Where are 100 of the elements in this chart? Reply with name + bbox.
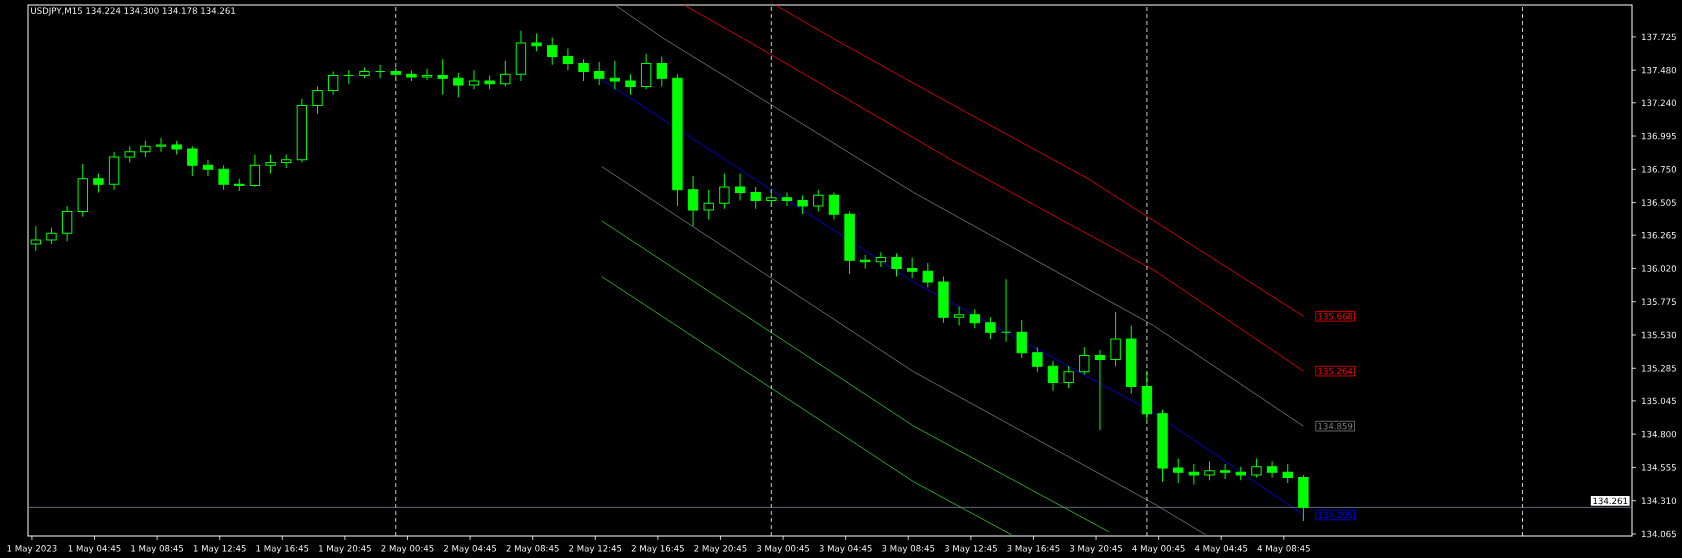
candlestick	[750, 186, 761, 210]
candlestick	[719, 172, 730, 210]
candlestick	[453, 72, 464, 98]
candlestick	[1047, 360, 1059, 392]
x-tick-label: 2 May 04:45	[443, 545, 497, 554]
y-tick-label: 134.065	[1642, 530, 1676, 538]
x-tick-label: 2 May 16:45	[631, 545, 684, 554]
chart-title: USDJPY,M15 134.224 134.300 134.178 134.261	[31, 7, 236, 16]
y-tick-label: 134.800	[1642, 430, 1677, 438]
y-tick-label: 134.310	[1642, 497, 1677, 504]
candlestick	[625, 73, 636, 96]
candlestick	[1266, 460, 1278, 479]
x-tick-label: 3 May 08:45	[882, 545, 935, 554]
candlestick	[656, 56, 667, 87]
x-tick-label: 3 May 16:45	[1007, 545, 1060, 554]
candlestick	[187, 145, 198, 177]
line-series	[683, 4, 1304, 372]
x-tick-label: 3 May 12:45	[944, 545, 997, 554]
candlestick	[1016, 319, 1027, 359]
data-label: 135.264	[1318, 367, 1353, 375]
line-series	[774, 4, 1304, 317]
candlestick	[953, 305, 965, 326]
candlestick	[687, 175, 699, 227]
y-tick-label: 135.775	[1642, 298, 1676, 305]
x-tick-label: 3 May 20:45	[1069, 545, 1123, 554]
x-tick-label: 2 May 12:45	[569, 545, 622, 554]
candlestick	[343, 69, 354, 85]
candlestick	[1079, 346, 1090, 375]
x-tick-label: 1 May 16:45	[256, 545, 309, 554]
x-tick-label: 2 May 20:45	[694, 545, 747, 554]
candlestick	[969, 308, 980, 329]
x-tick-label: 2 May 00:45	[381, 545, 434, 554]
candlestick	[312, 85, 323, 115]
candlestick	[421, 68, 433, 81]
y-tick-label: 136.265	[1642, 231, 1676, 239]
y-tick-label: 136.505	[1642, 199, 1676, 206]
x-tick-label: 1 May 2023	[7, 545, 57, 554]
candlestick	[1094, 349, 1106, 431]
candlestick	[1110, 311, 1121, 367]
candlestick	[218, 164, 229, 191]
candlestick	[703, 189, 714, 221]
candlestick	[1204, 460, 1215, 481]
candlestick	[202, 159, 214, 177]
candlestick	[265, 153, 276, 174]
candlestick	[1282, 463, 1293, 484]
candlestick	[155, 137, 167, 153]
candlestick	[875, 251, 887, 268]
y-tick-label: 137.725	[1642, 33, 1676, 41]
candlestick	[93, 172, 104, 193]
x-tick-label: 1 May 12:45	[193, 545, 246, 554]
x-tick-label: 2 May 08:45	[506, 545, 559, 554]
candlestick	[500, 60, 511, 87]
y-tick-label: 135.045	[1642, 397, 1676, 405]
candlestick	[734, 172, 746, 202]
y-tick-label: 137.480	[1642, 66, 1677, 74]
candlestick	[249, 153, 261, 188]
y-tick-label: 136.750	[1642, 166, 1677, 173]
candlestick	[1188, 463, 1200, 485]
y-tick-label: 135.285	[1642, 365, 1676, 372]
candlestick	[813, 189, 824, 212]
data-label: 134.859	[1318, 422, 1353, 430]
candlestick	[327, 71, 339, 96]
x-tick-label: 4 May 00:45	[1132, 545, 1185, 554]
y-tick-label: 136.995	[1642, 132, 1676, 140]
candlestick	[578, 58, 589, 82]
candlestick	[30, 225, 42, 252]
candlestick	[61, 205, 73, 242]
candlestick	[640, 53, 652, 90]
data-label: 134.205	[1318, 511, 1353, 519]
x-tick-label: 4 May 04:45	[1194, 545, 1248, 554]
x-tick-label: 3 May 04:45	[819, 545, 872, 554]
candlestick	[1000, 278, 1012, 343]
x-tick-label: 4 May 08:45	[1257, 545, 1310, 554]
candlestick	[985, 316, 996, 340]
candlestick	[437, 58, 448, 96]
line-series	[601, 166, 1206, 536]
y-tick-label: 134.555	[1642, 464, 1676, 471]
x-tick-label: 1 May 04:45	[68, 545, 121, 554]
candlestick	[906, 257, 918, 279]
candlestick	[609, 60, 621, 90]
candlestick	[547, 37, 558, 66]
y-tick-label: 137.240	[1642, 99, 1677, 107]
ref-line-label: 134.261	[1593, 497, 1628, 505]
candlestick	[562, 47, 574, 71]
data-label: 135.668	[1318, 313, 1353, 320]
candlestick	[374, 64, 386, 79]
candlestick	[1032, 346, 1043, 373]
x-tick-label: 3 May 00:45	[756, 545, 810, 554]
candlestick	[891, 253, 902, 278]
line-series	[614, 4, 1304, 427]
candlestick	[1219, 463, 1231, 480]
x-tick-label: 1 May 08:45	[131, 545, 184, 554]
x-tick-label: 1 May 20:45	[319, 545, 371, 554]
candlestick	[922, 262, 934, 288]
candlestick	[1173, 458, 1184, 484]
candlestick	[468, 69, 480, 90]
candlestick	[1251, 458, 1262, 479]
candlestick	[828, 191, 840, 221]
candlestick	[781, 191, 793, 207]
y-tick-label: 136.020	[1642, 265, 1677, 272]
